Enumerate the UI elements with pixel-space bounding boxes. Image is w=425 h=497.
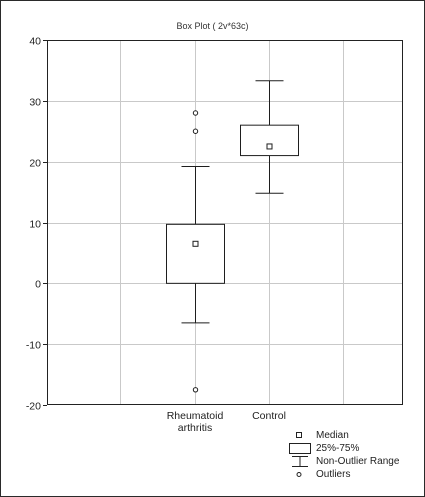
y-tick-label: 40 xyxy=(29,36,41,48)
legend-item-median: Median xyxy=(288,429,424,442)
median-marker-icon xyxy=(296,432,302,438)
box-iqr xyxy=(240,124,299,157)
y-tick-label: 10 xyxy=(29,219,41,231)
outlier-point xyxy=(192,128,199,134)
x-label-line: arthritis xyxy=(177,422,213,434)
legend-label: Median xyxy=(316,430,349,441)
legend-label: Non-Outlier Range xyxy=(316,456,400,467)
y-tick-label: 20 xyxy=(29,158,41,170)
box-group xyxy=(240,80,299,194)
plot-frame xyxy=(47,40,403,405)
grid-layer xyxy=(47,40,403,405)
x-label-line: Control xyxy=(252,410,286,422)
x-label-line: Rheumatoid xyxy=(166,410,224,422)
median-marker xyxy=(266,143,273,150)
box-iqr xyxy=(166,223,225,284)
y-tick-label: 30 xyxy=(29,97,41,109)
legend-item-box: 25%-75% xyxy=(288,442,424,455)
legend-label: Outliers xyxy=(316,469,351,480)
outlier-point xyxy=(192,110,199,116)
whisker-range-icon xyxy=(292,456,308,467)
y-tick-layer: -20 -10 0 10 20 30 40 xyxy=(26,36,47,413)
outlier-marker-icon xyxy=(296,472,302,477)
legend-item-range: Non-Outlier Range xyxy=(288,455,424,468)
median-marker xyxy=(192,240,199,247)
chart-title: Box Plot ( 2v*63c) xyxy=(176,21,249,31)
y-tick-label: -10 xyxy=(26,340,41,352)
box-range-icon xyxy=(289,443,311,454)
x-label-rheumatoid-arthritis: Rheumatoid arthritis xyxy=(155,410,235,434)
box-layer xyxy=(166,80,299,393)
box-group xyxy=(166,110,225,393)
legend: Median 25%-75% Non-Outlier Range Outlier… xyxy=(288,429,424,481)
outlier-point xyxy=(192,387,199,393)
y-tick-label: -20 xyxy=(26,401,41,413)
y-tick-label: 0 xyxy=(35,279,41,291)
x-label-control: Control xyxy=(229,410,309,422)
legend-item-outliers: Outliers xyxy=(288,468,424,481)
legend-label: 25%-75% xyxy=(316,443,360,454)
